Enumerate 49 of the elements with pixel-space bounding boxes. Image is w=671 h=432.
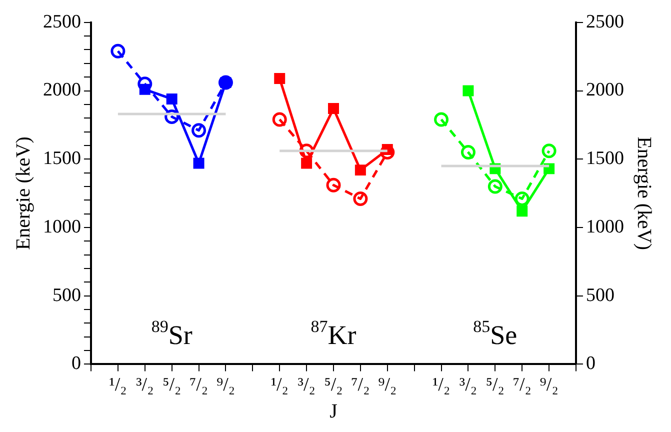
point	[326, 178, 341, 192]
y2-tick-label: 1500	[586, 148, 624, 170]
x-tick-label: ¹/₂	[432, 374, 450, 396]
x-tick-label: ⁵/₂	[162, 374, 182, 396]
x-tick-label: ¹/₂	[109, 374, 127, 396]
point	[272, 112, 287, 127]
point	[166, 93, 178, 104]
x-tick-label: ³/₂	[459, 374, 478, 396]
point	[488, 179, 502, 194]
x-tick-label: ¹/₂	[270, 374, 288, 396]
x-axis-title: J	[330, 400, 338, 422]
point	[354, 164, 366, 176]
point	[460, 145, 476, 160]
point	[274, 72, 286, 84]
point	[462, 85, 474, 96]
x-tick-label: ⁷/₂	[190, 374, 208, 396]
x-tick-label: ⁹/₂	[378, 374, 397, 396]
y-tick-label: 2500	[43, 11, 81, 32]
y-axis-title: Energie (keV)	[12, 136, 34, 250]
point	[301, 158, 312, 169]
y-tick-label: 2000	[43, 80, 81, 101]
y-tick-label: 1000	[43, 216, 81, 238]
x-tick-label: ⁷/₂	[351, 374, 370, 396]
x-tick-label: ⁹/₂	[216, 374, 235, 396]
point	[434, 112, 449, 127]
y-tick-label: 0	[72, 353, 81, 374]
y2-tick-label: 2500	[586, 11, 624, 32]
point	[139, 84, 150, 95]
x-tick-label: ³/₂	[298, 374, 316, 396]
x-tick-label: ³/₂	[136, 374, 154, 396]
x-tick-label: ⁵/₂	[324, 374, 343, 396]
point	[193, 158, 204, 169]
y2-tick-label: 500	[586, 284, 614, 306]
point	[542, 144, 556, 158]
y-tick-label: 1500	[43, 148, 81, 170]
y2-axis-title: Energie (keV)	[632, 136, 655, 250]
y2-tick-label: 0	[586, 353, 596, 374]
y2-tick-label: 1000	[586, 216, 624, 238]
y-tick-label: 500	[52, 284, 81, 306]
point	[328, 103, 339, 114]
point	[514, 192, 530, 206]
y2-tick-label: 2000	[586, 80, 624, 101]
point	[110, 44, 126, 58]
x-tick-label: ⁹/₂	[540, 374, 558, 396]
point	[192, 123, 206, 138]
x-tick-label: ⁵/₂	[486, 374, 504, 396]
point	[353, 192, 368, 206]
point	[516, 206, 528, 217]
x-tick-label: ⁷/₂	[512, 374, 532, 396]
